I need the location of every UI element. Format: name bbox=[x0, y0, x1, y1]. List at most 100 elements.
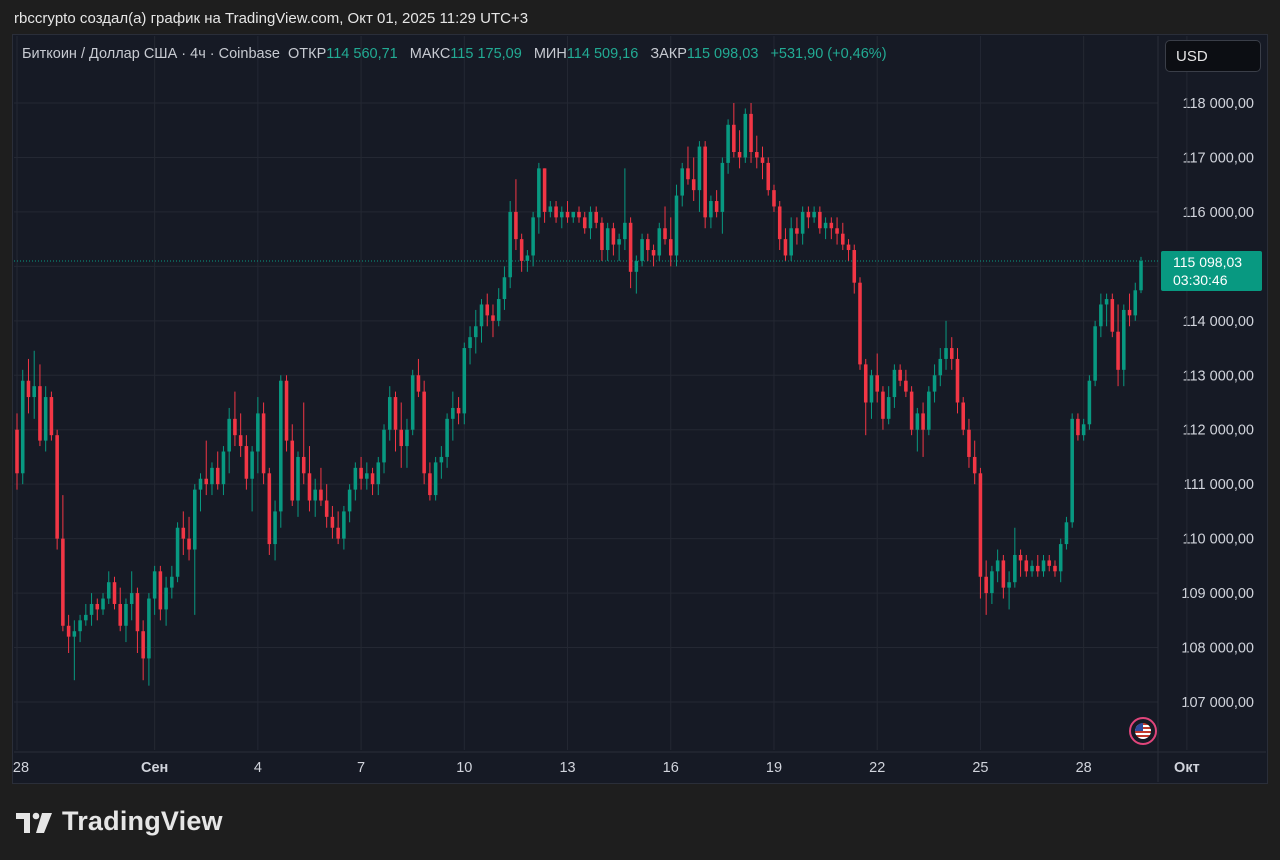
candle-body bbox=[410, 375, 415, 430]
candle-body bbox=[485, 304, 490, 316]
candle-body bbox=[1001, 560, 1006, 588]
tradingview-brand: TradingView bbox=[14, 806, 223, 837]
us-flag-icon[interactable] bbox=[1129, 717, 1157, 745]
candle-body bbox=[416, 375, 421, 392]
candle-body bbox=[324, 500, 329, 517]
candle-body bbox=[502, 277, 507, 300]
currency-button[interactable]: USD bbox=[1165, 40, 1261, 72]
candle-body bbox=[674, 195, 679, 256]
y-tick-label: 114 000,00 bbox=[1183, 314, 1255, 330]
candle-body bbox=[611, 228, 616, 245]
candle-body bbox=[15, 429, 19, 474]
candle-body bbox=[106, 582, 111, 599]
candle-body bbox=[158, 571, 163, 610]
low-label: МИН bbox=[533, 46, 567, 62]
candle-body bbox=[594, 211, 598, 223]
candle-body bbox=[152, 571, 157, 599]
x-tick-label: 7 bbox=[357, 760, 365, 776]
candle-body bbox=[537, 168, 541, 218]
candle-body bbox=[221, 451, 226, 485]
candle-body bbox=[772, 190, 776, 207]
candle-body bbox=[95, 603, 100, 610]
candle-body bbox=[187, 538, 191, 550]
candle-body bbox=[66, 625, 71, 637]
candle-body bbox=[273, 511, 277, 545]
candle-body bbox=[496, 299, 501, 321]
candle-body bbox=[164, 587, 168, 610]
candle-body bbox=[737, 152, 742, 158]
candle-body bbox=[1110, 299, 1115, 332]
close-value: 115 098,03 bbox=[686, 46, 759, 62]
candle-body bbox=[1081, 424, 1086, 436]
candle-body bbox=[227, 418, 231, 452]
candle-body bbox=[898, 369, 902, 381]
candle-body bbox=[20, 380, 25, 474]
candle-body bbox=[405, 429, 409, 447]
y-tick-label: 117 000,00 bbox=[1183, 150, 1255, 166]
candle-body bbox=[525, 255, 530, 261]
candle-body bbox=[990, 571, 994, 594]
y-tick-label: 112 000,00 bbox=[1183, 423, 1255, 439]
candle-body bbox=[984, 576, 988, 594]
candle-body bbox=[1013, 554, 1017, 583]
candle-body bbox=[1041, 560, 1046, 572]
candle-body bbox=[646, 239, 650, 251]
symbol-title[interactable]: Биткоин / Доллар США · 4ч · Coinbase bbox=[22, 46, 280, 62]
x-tick-label: 22 bbox=[869, 760, 885, 776]
candle-body bbox=[582, 217, 587, 229]
candle-body bbox=[365, 473, 369, 479]
candle-body bbox=[1099, 304, 1103, 327]
candle-body bbox=[359, 467, 363, 479]
candle-body bbox=[393, 397, 398, 430]
x-tick-label: 4 bbox=[254, 760, 262, 776]
change-value: +531,90 (+0,46%) bbox=[770, 46, 887, 62]
candle-body bbox=[1024, 560, 1029, 572]
candle-body bbox=[433, 462, 438, 496]
candle-body bbox=[892, 369, 897, 398]
close-label: ЗАКР bbox=[650, 46, 687, 62]
candle-body bbox=[26, 380, 31, 398]
candle-body bbox=[852, 250, 857, 283]
candle-body bbox=[571, 211, 576, 218]
candle-body bbox=[703, 146, 707, 218]
candle-body bbox=[387, 397, 392, 430]
candle-body bbox=[215, 467, 220, 485]
candle-body bbox=[135, 593, 140, 632]
candle-body bbox=[806, 211, 811, 218]
y-tick-label: 108 000,00 bbox=[1181, 641, 1254, 657]
candle-body bbox=[118, 603, 123, 626]
candle-body bbox=[686, 168, 690, 180]
candle-body bbox=[462, 348, 467, 414]
candle-body bbox=[279, 380, 283, 512]
candle-body bbox=[491, 315, 495, 321]
candle-body bbox=[519, 239, 524, 261]
candle-body bbox=[129, 593, 134, 604]
candle-body bbox=[198, 478, 203, 490]
candle-body bbox=[78, 620, 82, 632]
candle-body bbox=[709, 201, 713, 218]
candle-body bbox=[726, 124, 730, 163]
candle-body bbox=[863, 364, 868, 403]
candle-body bbox=[1133, 290, 1138, 316]
candle-body bbox=[978, 473, 983, 577]
candle-body bbox=[640, 239, 644, 261]
candle-body bbox=[250, 451, 254, 479]
candle-body bbox=[170, 576, 174, 588]
candle-body bbox=[473, 326, 478, 338]
candle-body bbox=[1053, 565, 1057, 572]
candle-body bbox=[841, 233, 845, 245]
chart-panel[interactable] bbox=[12, 34, 1268, 784]
candle-body bbox=[1047, 560, 1052, 566]
candle-body bbox=[858, 282, 862, 365]
candle-body bbox=[577, 211, 581, 218]
y-tick-label: 116 000,00 bbox=[1183, 205, 1255, 221]
candle-body bbox=[336, 527, 340, 539]
candle-body bbox=[32, 386, 36, 398]
last-price-label: 115 098,03 03:30:46 bbox=[1161, 251, 1262, 292]
candle-body bbox=[1127, 309, 1132, 316]
candle-body bbox=[617, 239, 621, 245]
candle-body bbox=[714, 201, 719, 212]
candle-body bbox=[749, 113, 753, 153]
candle-body bbox=[147, 598, 151, 659]
